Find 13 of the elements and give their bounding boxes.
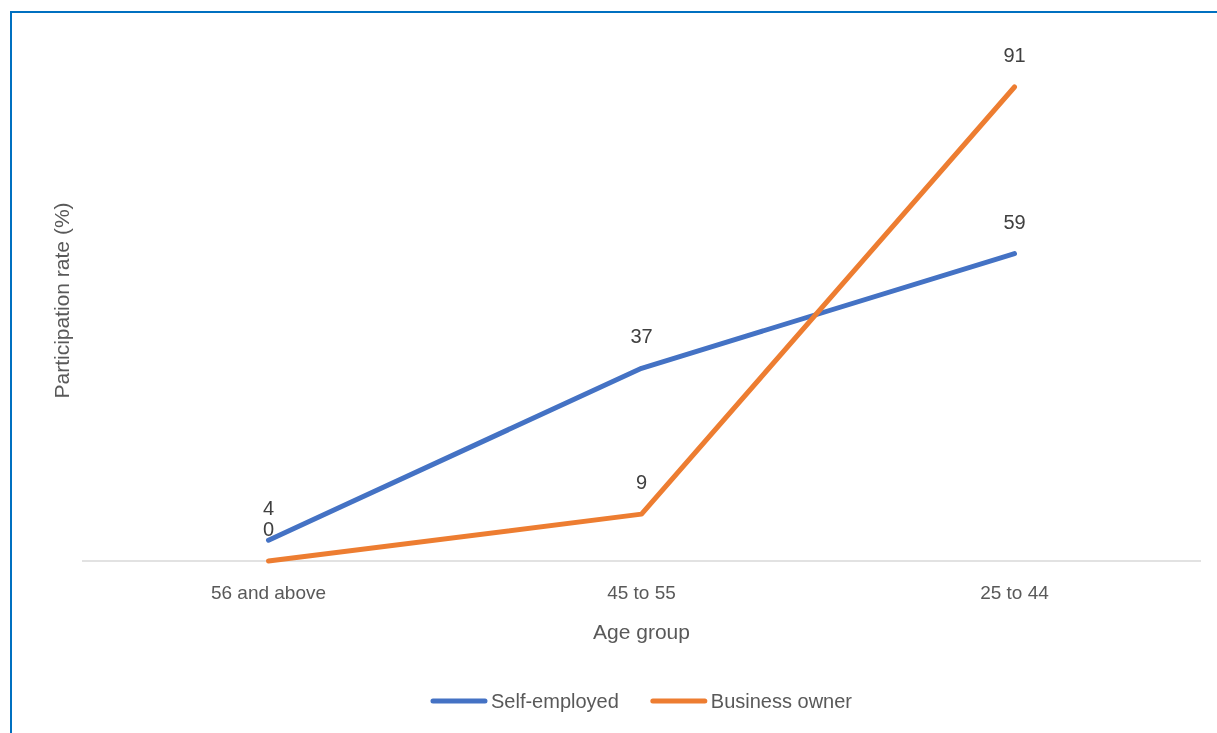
y-axis-title: Participation rate (%) (50, 202, 74, 399)
data-label: 0 (262, 518, 275, 540)
x-tick-label: 45 to 55 (607, 581, 676, 603)
x-axis-title: Age group (593, 620, 690, 644)
x-tick-label: 56 and above (210, 581, 327, 603)
data-label: 59 (1003, 210, 1026, 233)
data-label: 91 (1003, 44, 1026, 66)
x-tick-label: 25 to 44 (980, 581, 1050, 603)
data-label: 9 (635, 471, 648, 494)
legend-label: Business owner (710, 690, 853, 712)
legend-label: Self-employed (490, 690, 619, 712)
data-label: 4 (262, 497, 275, 520)
data-label: 37 (630, 325, 653, 348)
